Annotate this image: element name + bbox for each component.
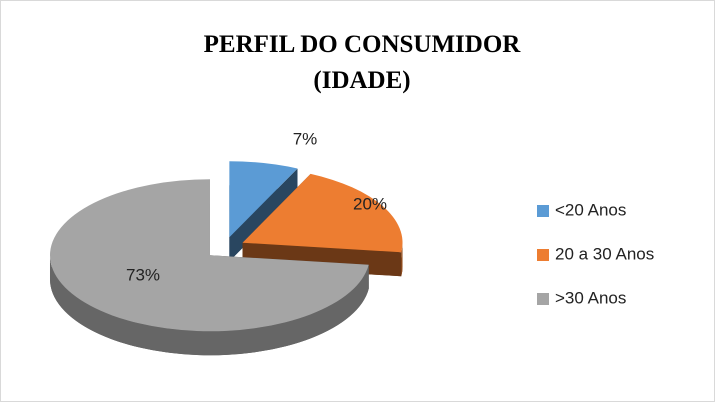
legend-label: >30 Anos <box>555 288 626 307</box>
slice <box>49 179 369 332</box>
chart-title: PERFIL DO CONSUMIDOR <box>204 31 522 58</box>
data-labels: 7% 20% 73% <box>126 129 387 284</box>
slice <box>229 161 298 238</box>
data-label: 20% <box>353 194 387 213</box>
legend-swatch <box>537 205 549 217</box>
slice-side <box>401 242 403 277</box>
chart-title: (IDADE) <box>313 67 410 94</box>
slice-wall <box>229 168 298 262</box>
legend-swatch <box>537 293 549 305</box>
legend-label: 20 a 30 Anos <box>555 244 654 263</box>
data-label: 73% <box>126 265 160 284</box>
legend-swatch <box>537 249 549 261</box>
slice-side <box>49 255 369 356</box>
slice <box>242 173 403 253</box>
pie-tops <box>49 161 403 332</box>
data-label: 7% <box>293 129 318 148</box>
legend-label: <20 Anos <box>555 200 626 219</box>
